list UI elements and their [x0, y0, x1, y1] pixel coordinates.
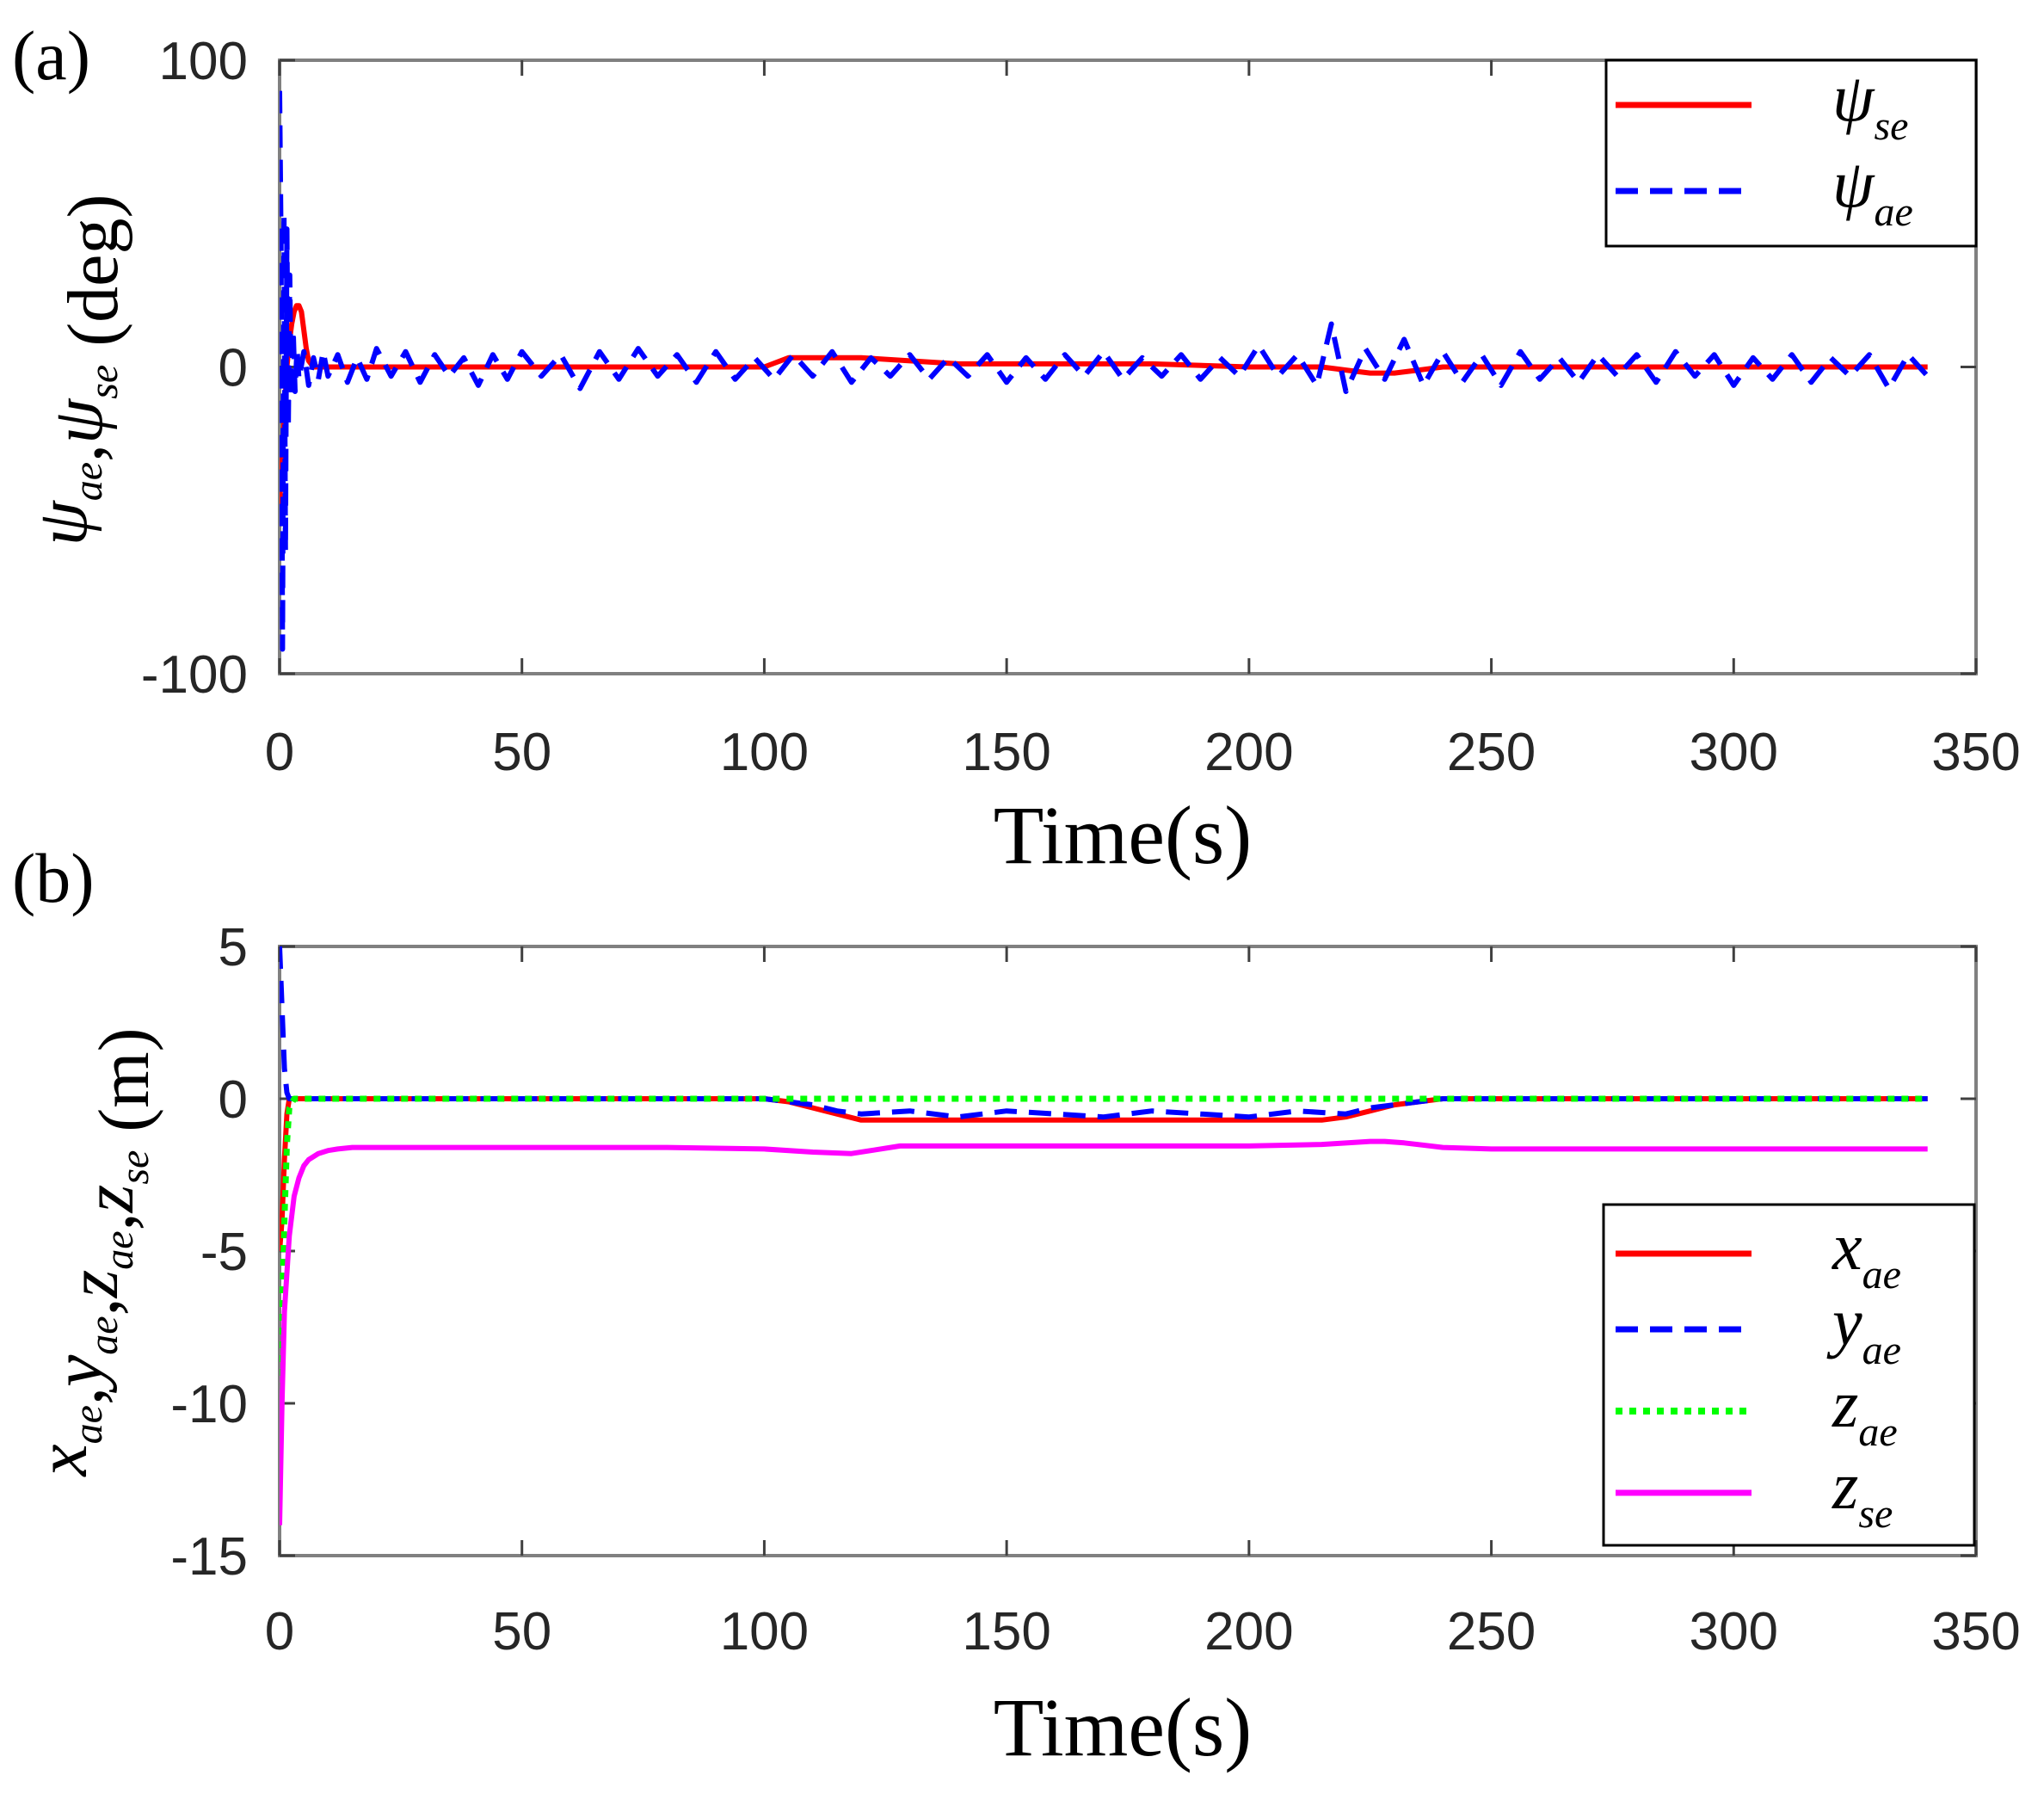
y-title-symbol: z	[69, 1185, 149, 1214]
y-tick-label: 0	[219, 339, 248, 398]
legend-subscript: ae	[1874, 189, 1912, 235]
legend-label: zae	[1832, 1366, 1898, 1455]
legend-box	[1602, 1203, 1976, 1547]
y-axis-title: xae,yae,zae,zse (m)	[22, 1027, 164, 1477]
y-tick-label: -100	[141, 645, 248, 705]
legend-symbol: z	[1832, 1448, 1858, 1523]
legend-label: yae	[1826, 1285, 1901, 1373]
y-title-separator: ,	[53, 1297, 133, 1316]
y-tick-label: 100	[159, 32, 248, 91]
y-title-separator: ,	[69, 1212, 149, 1230]
legend-subscript: ae	[1862, 1328, 1901, 1373]
y-title-subscript: se	[112, 1150, 157, 1185]
x-tick-label: 200	[1204, 1602, 1293, 1661]
y-title-symbol: ψ	[38, 398, 118, 444]
series-line-se-0	[280, 303, 1928, 506]
x-tick-label: 300	[1690, 1602, 1778, 1661]
y-title-unit: (m)	[84, 1027, 164, 1150]
legend-symbol: x	[1832, 1209, 1862, 1284]
legend-symbol: ψ	[1832, 60, 1875, 135]
x-axis-title: Time(s)	[994, 789, 1253, 881]
y-title-subscript: ae	[65, 462, 111, 501]
legend-symbol: z	[1832, 1366, 1858, 1441]
series-line-se-3	[280, 1138, 1928, 1526]
panel-label: (a)	[12, 16, 90, 95]
y-tick-label: 0	[219, 1070, 248, 1130]
y-tick-label: -15	[170, 1527, 248, 1587]
x-tick-label: 50	[492, 1602, 551, 1661]
y-title-subscript: ae	[81, 1316, 126, 1354]
x-tick-label: 200	[1204, 723, 1293, 782]
legend-symbol: ψ	[1832, 146, 1875, 221]
x-tick-label: 150	[962, 723, 1050, 782]
series-line-ae-2	[280, 1095, 1928, 1404]
x-tick-label: 300	[1690, 723, 1778, 782]
x-tick-label: 50	[492, 723, 551, 782]
panel-label: (b)	[12, 839, 95, 917]
y-title-separator: ,	[38, 1387, 118, 1405]
x-tick-label: 350	[1931, 1602, 2020, 1661]
legend-label: ψae	[1832, 146, 1913, 235]
y-axis-title: ψae,ψse (deg)	[22, 194, 133, 546]
legend-subscript: ae	[1862, 1252, 1901, 1297]
x-tick-label: 100	[720, 1602, 809, 1661]
y-title-unit: (deg)	[53, 194, 133, 365]
series-line-ae-1	[280, 90, 1930, 652]
legend-subscript: se	[1874, 103, 1908, 149]
x-tick-label: 0	[265, 1602, 294, 1661]
y-title-symbol: y	[38, 1354, 118, 1394]
legend-box	[1604, 59, 1978, 248]
y-title-symbol: z	[53, 1270, 133, 1299]
y-tick-label: 5	[219, 918, 248, 977]
y-title-separator: ,	[38, 444, 118, 462]
y-tick-label: -5	[200, 1223, 248, 1282]
legend-symbol: y	[1826, 1285, 1862, 1359]
x-axis-title: Time(s)	[994, 1681, 1253, 1773]
legend-label: xae	[1832, 1209, 1901, 1297]
y-tick-label: -10	[170, 1375, 248, 1434]
legend-subscript: ae	[1858, 1409, 1897, 1455]
legend-label: ψse	[1832, 60, 1908, 149]
chart-panel-1: 0 50 100 150 200 250 300 350-15-10-505xaeyaezae…	[12, 839, 2021, 1773]
y-title-symbol: ψ	[22, 499, 102, 545]
x-tick-label: 0	[265, 723, 294, 782]
x-tick-label: 250	[1447, 1602, 1536, 1661]
y-title-subscript: ae	[65, 1405, 111, 1444]
x-tick-label: 350	[1931, 723, 2020, 782]
legend-subscript: se	[1858, 1491, 1893, 1537]
y-title-subscript: se	[81, 365, 126, 399]
x-tick-label: 250	[1447, 723, 1536, 782]
y-title-symbol: x	[22, 1444, 102, 1477]
legend-label: zse	[1832, 1448, 1893, 1537]
x-tick-label: 100	[720, 723, 809, 782]
x-tick-label: 150	[962, 1602, 1050, 1661]
y-title-subscript: ae	[96, 1230, 142, 1269]
